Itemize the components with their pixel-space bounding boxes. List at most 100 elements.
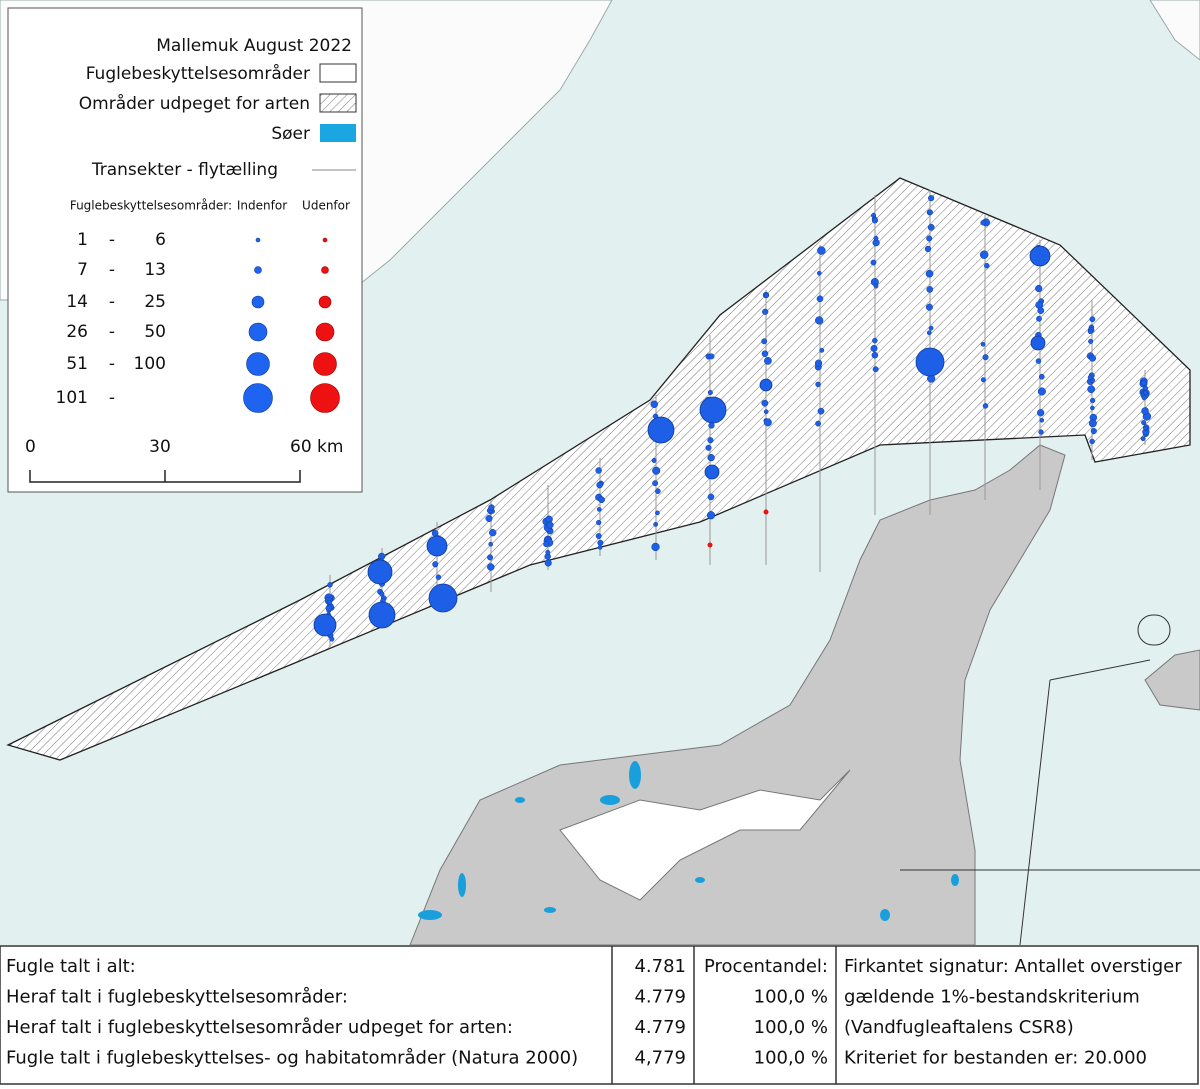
bird-dot [1142,385,1148,391]
bird-dot [1143,390,1148,395]
bird-dot [1140,436,1146,442]
bird-dot [1088,419,1097,428]
bird-dot [926,286,934,293]
bird-dot [1089,354,1097,362]
land-north-east [1149,0,1200,61]
bird-dot [926,330,932,336]
bird-dot [925,269,934,278]
table-cell: gældende 1%-bestandskriterium [844,987,1140,1008]
size-symbol-outside [321,266,329,274]
bird-dot [655,488,661,494]
size-symbol-inside [243,383,273,413]
bird-dot [816,270,822,276]
bird-dot [928,195,935,202]
bird-dot [1090,405,1095,411]
size-symbol-inside [254,266,262,274]
bird-dot [650,400,658,408]
bird-dot [596,507,602,512]
bird-dot [925,303,933,311]
bird-dot [379,591,385,597]
bird-dot [816,295,824,303]
bird-dot [1141,407,1149,415]
bird-dot [595,467,602,474]
bird-dot [426,535,448,557]
bird-dot [327,582,333,588]
bird-dot [707,389,713,396]
size-symbol-outside [318,295,332,309]
bird-dot [598,496,605,504]
bird-dot [707,453,715,462]
size-symbol-outside [310,383,340,413]
bird-dot [870,344,878,352]
bird-dot [763,409,769,415]
bird-dot [488,541,493,547]
bird-dot [762,308,769,315]
bird-dot [927,223,935,231]
bird-dot [1089,397,1096,404]
land-island [1144,649,1200,711]
bird-dot [435,574,442,580]
bird-dot [1029,245,1051,267]
bird-dot [651,457,657,463]
bird-dot [428,583,458,613]
class-to: 25 [144,292,166,312]
land-denmark [409,444,1066,946]
bird-dot [1089,438,1095,445]
bird-dot [871,217,879,224]
size-symbol-inside [246,352,270,376]
bird-dot [653,521,659,527]
bird-dot [1088,338,1094,344]
legend-label: Fuglebeskyttelsesområder [86,63,310,84]
legend-swatch [319,93,357,113]
bird-dot [326,599,332,605]
table-cell: 4.781 [634,956,686,977]
scale-label: 0 [25,437,36,457]
table-cell: 4.779 [634,1017,686,1038]
bird-dot [487,554,494,561]
bird-dot [1087,385,1096,394]
bird-dot [597,539,604,546]
table-cell: (Vandfugleaftalens CSR8) [844,1017,1074,1038]
class-from: 26 [66,322,88,342]
bird-dot [980,377,986,383]
bird-dot [1036,315,1042,322]
class-from: 14 [66,292,88,312]
scale-label: 30 [149,437,171,457]
table-cell: 100,0 % [754,987,828,1008]
table-cell: Heraf talt i fuglebeskyttelsesområder ud… [6,1017,513,1038]
bird-dot [1035,358,1042,364]
bird-dot [926,235,933,242]
bird-dot [329,636,335,642]
bird-dot [984,262,990,269]
bird-dot [704,464,720,480]
size-symbol-inside [251,295,265,309]
bird-dot [815,316,824,325]
bird-dot [651,542,660,552]
class-sep: - [109,322,115,342]
bird-dot [764,293,769,299]
class-from: 51 [66,354,88,374]
bird-dot [872,366,879,373]
bird-dot [597,545,603,550]
bird-dot [980,219,986,226]
bird-dot [982,354,989,361]
bird-dot [763,418,772,427]
bird-dot [1141,420,1147,426]
class-sep: - [109,388,115,408]
table-cell: 4,779 [634,1048,686,1069]
bird-dot [706,511,716,520]
bird-dot [1037,387,1046,396]
bird-dot [544,559,552,567]
bird-dot [1087,374,1093,380]
bird-dot [652,466,661,475]
bird-dot [431,529,439,537]
bird-dot [488,504,495,511]
bird-dot [1140,379,1147,386]
table-bg [0,945,1200,1085]
bird-dot [814,359,823,367]
bird-dot [367,559,393,585]
table-cell: Fugle talt i fuglebeskyttelses- og habit… [6,1048,578,1069]
bird-dot [707,437,714,444]
bird-dot [596,519,602,526]
